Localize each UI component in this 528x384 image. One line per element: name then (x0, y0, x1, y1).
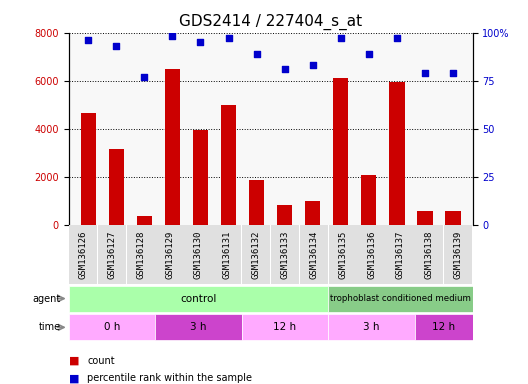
Text: ■: ■ (69, 356, 79, 366)
Bar (221, 105, 236, 225)
Bar (184, 225, 213, 283)
Text: GSM136138: GSM136138 (425, 230, 434, 278)
Text: count: count (87, 356, 115, 366)
Point (364, 51, 373, 57)
Bar (444, 225, 472, 283)
Bar (415, 314, 473, 340)
Point (84, 37, 92, 43)
Bar (109, 149, 124, 225)
Bar (213, 225, 241, 283)
Title: GDS2414 / 227404_s_at: GDS2414 / 227404_s_at (179, 14, 362, 30)
Bar (415, 225, 444, 283)
Bar (389, 82, 404, 225)
Point (449, 70, 457, 76)
Bar (361, 175, 376, 225)
Bar (305, 201, 320, 225)
Bar (328, 286, 473, 311)
Point (308, 62, 317, 68)
Text: 3 h: 3 h (363, 322, 380, 333)
Bar (98, 225, 126, 283)
Bar (69, 286, 328, 311)
Text: 0 h: 0 h (103, 322, 120, 333)
Text: agent: agent (32, 293, 61, 304)
Point (393, 35, 401, 41)
Bar (242, 314, 328, 340)
Bar (271, 225, 299, 283)
Bar (357, 225, 386, 283)
Text: percentile rank within the sample: percentile rank within the sample (87, 373, 252, 383)
Bar (300, 225, 328, 283)
Text: 3 h: 3 h (190, 322, 207, 333)
Bar (165, 69, 180, 225)
Text: GSM136132: GSM136132 (252, 230, 261, 278)
Bar (328, 225, 357, 283)
Point (336, 35, 345, 41)
Bar (137, 215, 152, 225)
Text: GSM136129: GSM136129 (165, 230, 174, 278)
Text: GSM136126: GSM136126 (79, 230, 88, 278)
Bar (242, 225, 270, 283)
Text: GSM136127: GSM136127 (107, 230, 116, 278)
Text: GSM136139: GSM136139 (454, 230, 463, 278)
Text: time: time (39, 322, 61, 333)
Bar (417, 212, 432, 225)
Text: trophoblast conditioned medium: trophoblast conditioned medium (330, 294, 471, 303)
Bar (155, 314, 242, 340)
Text: 12 h: 12 h (274, 322, 297, 333)
Point (421, 70, 429, 76)
Point (140, 74, 148, 80)
Text: GSM136134: GSM136134 (309, 230, 318, 278)
Text: GSM136133: GSM136133 (280, 230, 289, 278)
Text: GSM136136: GSM136136 (367, 230, 376, 278)
Text: control: control (180, 293, 216, 304)
Point (196, 39, 205, 45)
Text: GSM136135: GSM136135 (338, 230, 347, 278)
Text: GSM136131: GSM136131 (223, 230, 232, 278)
Point (252, 51, 261, 57)
Bar (386, 225, 414, 283)
Bar (333, 78, 348, 225)
Bar (155, 225, 184, 283)
Point (280, 66, 289, 72)
Text: GSM136137: GSM136137 (396, 230, 405, 278)
Point (224, 35, 233, 41)
Bar (193, 130, 208, 225)
Bar (127, 225, 155, 283)
Text: ■: ■ (69, 373, 79, 383)
Bar (445, 212, 460, 225)
Text: GSM136128: GSM136128 (136, 230, 145, 278)
Bar (69, 314, 155, 340)
Bar (328, 314, 415, 340)
Bar (249, 180, 265, 225)
Point (168, 33, 177, 40)
Text: GSM136130: GSM136130 (194, 230, 203, 278)
Point (112, 43, 120, 49)
Bar (69, 225, 97, 283)
Bar (81, 113, 96, 225)
Text: 12 h: 12 h (432, 322, 455, 333)
Bar (277, 205, 293, 225)
